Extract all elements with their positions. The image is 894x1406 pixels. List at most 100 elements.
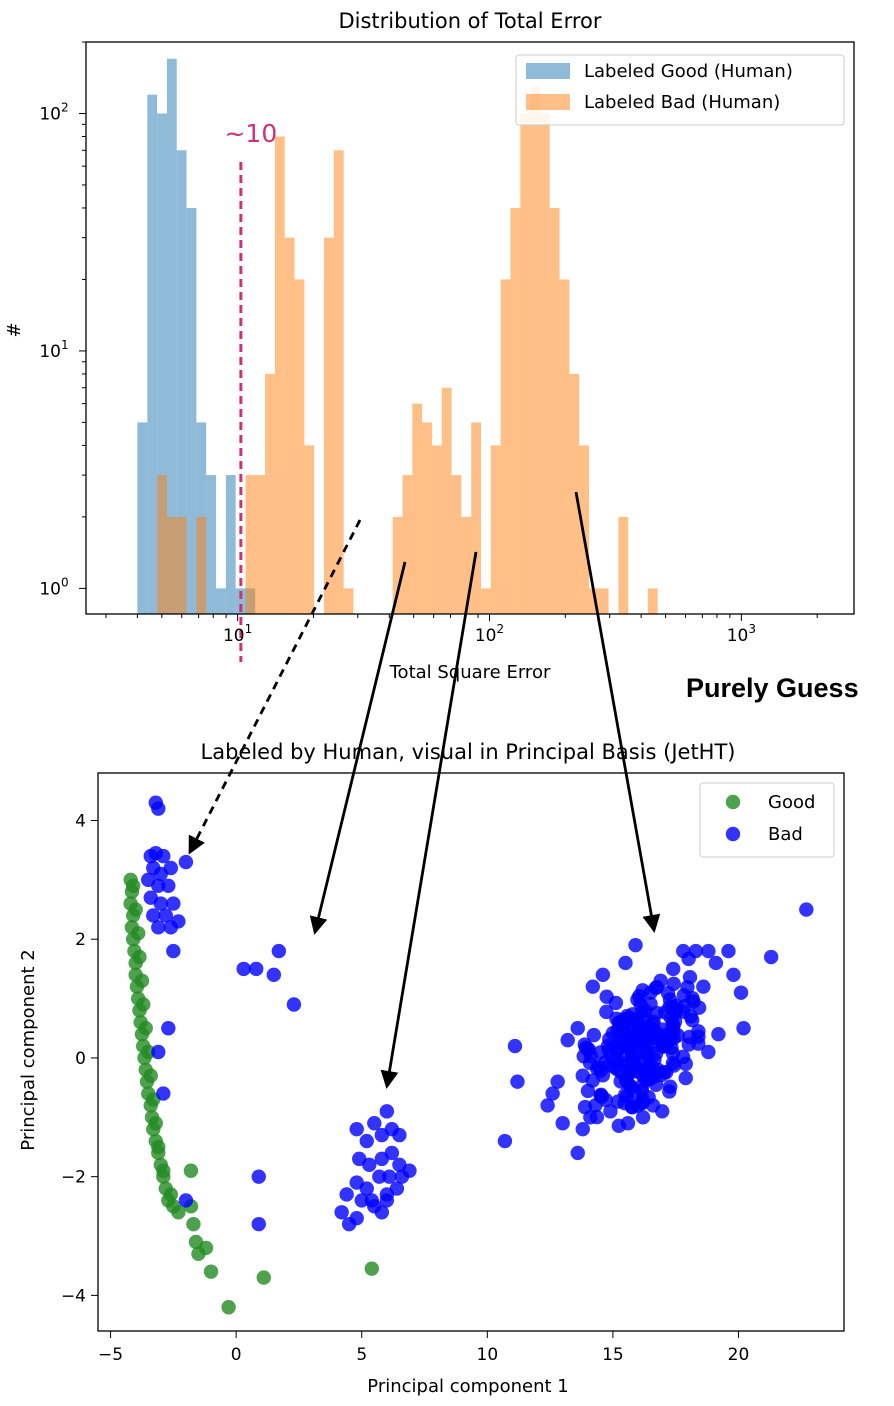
scatter-chart: Labeled by Human, visual in Principal Ba… (18, 740, 845, 1397)
x-tick-label: −5 (98, 1345, 123, 1365)
bad-point (628, 1038, 643, 1053)
good-point (256, 1270, 271, 1285)
bad-point (726, 967, 741, 983)
bad-bar (618, 516, 629, 614)
bad-point (733, 985, 749, 1000)
bad-point (721, 943, 736, 959)
x-tick-label: 5 (356, 1345, 367, 1365)
good-point (132, 949, 147, 965)
good-point (183, 1163, 199, 1178)
scatter-legend: Good Bad (699, 782, 835, 858)
bad-point (178, 1193, 194, 1208)
histogram-frame (85, 41, 855, 615)
bad-point (681, 951, 696, 967)
bad-point (251, 1169, 266, 1184)
good-bar (157, 113, 167, 614)
bad-bar (451, 475, 462, 614)
bad-point (236, 961, 251, 977)
bad-bar (323, 237, 334, 614)
bad-bar (196, 516, 207, 614)
bad-point (639, 1064, 655, 1080)
bad-point (178, 854, 194, 870)
bad-point (614, 1065, 630, 1080)
bad-point (611, 1118, 627, 1134)
histogram-chart: Distribution of Total Error ~10 101 102 10… (4, 9, 855, 683)
legend-swatch (526, 94, 570, 110)
bad-point (580, 1042, 596, 1057)
bad-point (667, 1014, 683, 1029)
bad-point (161, 1021, 176, 1036)
x-tick-label: 20 (728, 1345, 750, 1365)
good-point (134, 973, 150, 988)
bad-point (635, 1110, 651, 1125)
bad-point (339, 1187, 354, 1202)
good-point (151, 1139, 166, 1155)
bad-point (354, 1193, 369, 1208)
y-tick-label: 2 (75, 930, 86, 950)
bad-bar (490, 445, 501, 614)
bad-point (685, 1013, 700, 1028)
scatter-y-label: Principal component 2 (18, 949, 39, 1150)
bad-point (599, 1004, 614, 1020)
bad-point (654, 1104, 670, 1119)
bad-point (163, 860, 179, 876)
histogram-y-label: # (4, 322, 25, 337)
histogram-x-ticks: 101 102 103 (105, 614, 818, 646)
scatter-points (123, 795, 814, 1315)
bad-point (156, 848, 171, 864)
bad-bar (530, 86, 540, 614)
bad-point (161, 878, 176, 893)
scatter-x-label: Principal component 1 (367, 1376, 568, 1397)
bad-bar (392, 516, 403, 614)
bad-point (507, 1038, 523, 1054)
y-tick-label: 101 (39, 338, 68, 362)
bad-point (266, 967, 282, 983)
bad-bar (559, 279, 570, 614)
bad-point (374, 1205, 390, 1220)
good-bar (147, 94, 158, 614)
bad-bar (500, 279, 511, 614)
bad-point (151, 920, 166, 935)
bad-point (392, 1127, 407, 1143)
bad-bar (441, 387, 452, 614)
bad-point (643, 996, 658, 1011)
bad-point (619, 1089, 635, 1104)
bad-bar (333, 150, 344, 614)
bad-point (763, 949, 779, 965)
bad-bar (284, 237, 295, 614)
bad-bar (481, 588, 491, 614)
bad-point (618, 955, 633, 971)
bad-point (575, 1121, 590, 1137)
bad-point (510, 1074, 525, 1089)
bad-point (359, 1181, 374, 1196)
bad-bar (510, 207, 521, 614)
bad-point (656, 1065, 672, 1080)
bad-point (626, 1056, 642, 1072)
legend-marker (725, 826, 741, 842)
bad-point (701, 943, 716, 959)
bad-point (156, 1086, 171, 1101)
bad-bar (304, 445, 315, 614)
bad-point (678, 1070, 693, 1086)
bad-point (166, 943, 181, 959)
bad-point (682, 1029, 697, 1045)
good-bar (225, 475, 236, 614)
bad-point (286, 997, 302, 1012)
bad-bar (343, 588, 354, 614)
bad-point (379, 1104, 395, 1119)
bad-bar (431, 445, 442, 614)
good-point (130, 926, 146, 941)
bad-bar (245, 475, 256, 614)
bad-bar (422, 422, 432, 614)
bad-bar (255, 475, 266, 614)
threshold-marker: ~10 (224, 119, 277, 662)
bad-bar (157, 475, 167, 614)
dashed-arrow-to-top-cluster (188, 519, 362, 855)
threshold-label: ~10 (224, 119, 277, 148)
bad-point (570, 1145, 585, 1161)
cluster-arrows (188, 491, 661, 1089)
bad-point (625, 1100, 640, 1115)
bad-bar (294, 279, 305, 614)
bad-point (799, 902, 814, 917)
bad-point (151, 1044, 166, 1060)
